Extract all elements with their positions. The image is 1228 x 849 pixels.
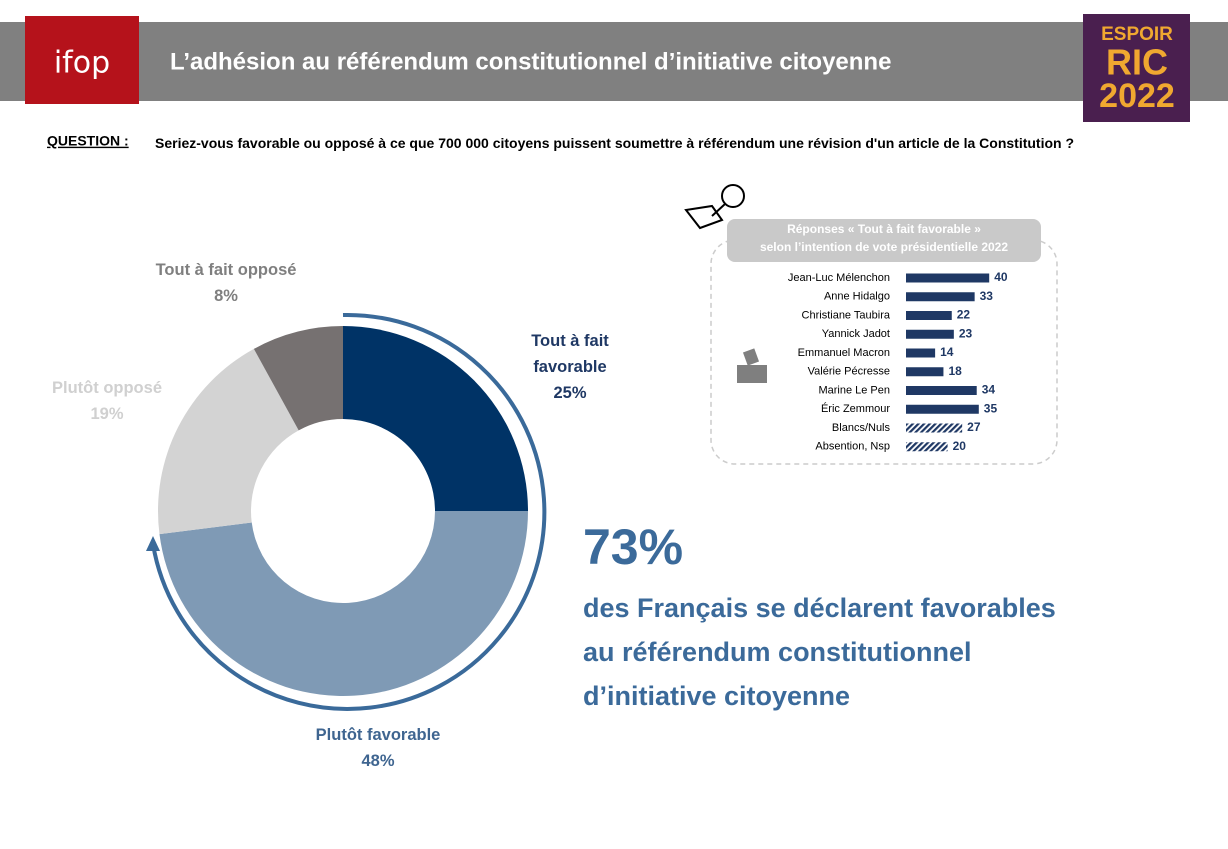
bar xyxy=(906,273,990,283)
question-text: Seriez-vous favorable ou opposé à ce que… xyxy=(155,135,1075,151)
bar-category: Emmanuel Macron xyxy=(798,347,890,359)
bar-category: Éric Zemmour xyxy=(821,402,890,415)
highlight-line: des Français se déclarent favorables xyxy=(583,593,1056,623)
bar-value-label: 23 xyxy=(959,326,973,340)
badge-text: 2022 xyxy=(1099,77,1175,115)
badge-text: ESPOIR xyxy=(1101,24,1173,45)
bar-value-label: 22 xyxy=(957,308,971,322)
ric-badge xyxy=(1083,14,1190,122)
magnifier-icon xyxy=(684,184,745,230)
pie-slice xyxy=(157,348,299,535)
bar-value-label: 34 xyxy=(982,383,996,397)
header-bar xyxy=(0,22,1228,101)
slice-label: Plutôt favorable xyxy=(315,726,441,744)
slice-value-label: 8% xyxy=(214,287,238,305)
header-title: L’adhésion au référendum constitutionnel… xyxy=(170,48,891,75)
bar xyxy=(906,348,936,358)
bar xyxy=(906,423,963,433)
question-label: QUESTION : xyxy=(47,133,129,149)
bar xyxy=(906,292,975,302)
slice-value-label: 25% xyxy=(553,384,587,402)
bar-value-label: 27 xyxy=(967,420,981,434)
bar-category: Valérie Pécresse xyxy=(808,366,890,378)
bar xyxy=(906,404,979,414)
bar-subtitle: selon l’intention de vote présidentielle… xyxy=(760,240,1008,254)
slice-label: Tout à fait opposé xyxy=(155,261,297,279)
bar xyxy=(906,329,954,339)
slice-label: Tout à fait favorable xyxy=(531,332,609,376)
bar-value-label: 40 xyxy=(994,270,1008,284)
bar-category: Christiane Taubira xyxy=(802,309,891,321)
highlight-line: d’initiative citoyenne xyxy=(583,681,851,711)
bar-value-label: 20 xyxy=(953,439,967,453)
highlight-text: des Français se déclarent favorables au r… xyxy=(583,586,1056,718)
bar-title-box xyxy=(727,219,1041,262)
bar xyxy=(906,367,944,377)
bar xyxy=(906,386,977,395)
bar-category: Blancs/Nuls xyxy=(832,422,891,434)
highlight-line: au référendum constitutionnel xyxy=(583,637,972,667)
logo-text: ifop xyxy=(54,46,110,81)
pie-slice xyxy=(253,326,343,431)
ifop-logo xyxy=(25,16,139,104)
slice-value-label: 48% xyxy=(361,752,395,770)
bar-value-label: 14 xyxy=(940,345,954,359)
bar-category: Marine Le Pen xyxy=(818,384,890,396)
bar-title: Réponses « Tout à fait favorable » xyxy=(787,222,981,236)
badge-text: RIC xyxy=(1106,42,1168,83)
bar-category: Absention, Nsp xyxy=(815,441,890,453)
bar-value-label: 35 xyxy=(984,401,998,415)
bar-value-label: 33 xyxy=(980,289,994,303)
bar-value-label: 18 xyxy=(948,364,962,378)
slice-label: Plutôt opposé xyxy=(52,379,162,397)
ballot-icon xyxy=(737,348,767,383)
bar-category: Jean-Luc Mélenchon xyxy=(788,272,890,284)
bar-category: Yannick Jadot xyxy=(822,328,890,340)
pie-slice xyxy=(343,326,528,511)
arc-arrowhead xyxy=(146,536,160,551)
bar-category: Anne Hidalgo xyxy=(824,291,890,303)
pie-slice xyxy=(159,511,528,697)
highlight-figure: 73% xyxy=(583,519,684,575)
favorable-arc xyxy=(151,312,547,711)
slice-value-label: 19% xyxy=(90,405,124,423)
bar xyxy=(906,442,948,452)
bar xyxy=(906,311,952,320)
